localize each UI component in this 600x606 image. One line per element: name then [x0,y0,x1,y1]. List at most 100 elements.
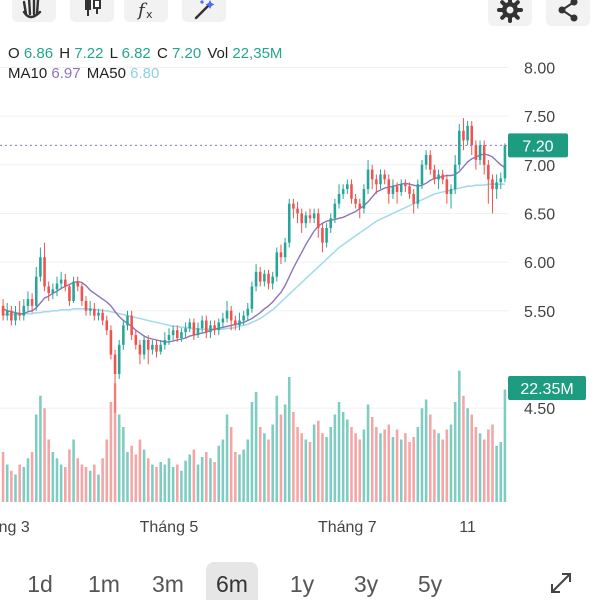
candle-body [246,308,250,316]
magic-tool-button[interactable] [182,0,226,22]
candle [428,150,432,175]
candle [416,179,420,209]
volume-bar [271,424,274,502]
x-tick-label: tháng 3 [0,519,30,536]
candle-body [209,325,212,333]
volume-bar [263,433,266,502]
candle-body [350,184,353,199]
candle-body [155,344,158,352]
candle [171,325,175,340]
candle-body [184,328,187,333]
candle-body [76,281,80,287]
candle [491,174,494,214]
candle [55,276,59,297]
volume-bar [142,449,146,502]
period-tab-1m[interactable]: 1m [88,571,120,597]
candle-body [412,193,415,204]
y-tick-label: 7.00 [524,158,555,175]
candlestick-tool-button[interactable] [70,0,114,22]
period-tab-3m[interactable]: 3m [152,571,184,597]
candle [146,335,150,365]
candle [117,339,121,379]
volume-bar [68,449,71,502]
candle-body [375,179,378,185]
candle [354,193,357,209]
volume-bar [296,427,299,502]
candle-body [1,305,5,316]
volume-bar [362,429,366,502]
candle [5,302,9,321]
volume-bar [1,452,5,502]
grid [0,66,508,409]
expand-button[interactable] [546,568,576,598]
period-tab-1y[interactable]: 1y [289,571,315,597]
candle [250,281,254,313]
ma50-label: MA50 [86,65,126,82]
volume-bar [275,395,279,502]
candle [399,179,403,196]
candle-body [130,315,133,336]
candle-body [163,339,167,345]
candle [217,318,221,336]
volume-bar [180,470,183,502]
volume-bar [321,433,324,502]
high-value: 7.22 [74,45,104,62]
period-tab-5y[interactable]: 5y [417,571,443,597]
candle-body [321,228,324,243]
candle-body [105,320,109,331]
candle-body [117,344,121,375]
candle-body [271,276,274,284]
volume-bar [229,427,233,502]
period-tab-6m[interactable]: 6m [206,562,258,600]
candle-body [134,335,138,345]
volume-bar [317,420,320,502]
candle [458,123,461,170]
volume-bar [122,427,125,502]
ma10-label: MA10 [8,65,48,82]
candle-body [263,273,266,282]
candle-body [395,186,399,193]
candle [109,325,113,360]
candle-body [93,308,96,316]
magic-wand-icon [194,0,215,20]
volume-bar [51,452,55,502]
candle [159,339,162,355]
settings-button[interactable] [488,0,532,26]
volume-bar [453,402,457,502]
chart[interactable]: 8.00 7.50 7.00 6.50 6.00 5.50 4.50 tháng 3 Thán… [0,0,600,560]
period-tab-3y[interactable]: 3y [353,571,379,597]
candle [246,302,250,321]
volume-badge-text: 22.35M [520,381,573,398]
volume-bar [234,452,237,502]
period-tab-1d[interactable]: 1d [27,571,53,597]
volume-bar [88,470,92,502]
volume-bar [59,464,63,502]
candle [350,179,353,204]
candle-body [221,318,225,323]
ma-row: MA10 6.97 MA50 6.80 [8,64,284,84]
candle-body [362,189,366,209]
candle [279,244,283,265]
function-tool-button[interactable]: f x [124,0,168,22]
share-button[interactable] [546,0,590,26]
volume-bar [346,419,349,502]
volume-bar [146,458,150,502]
candle [72,276,75,303]
candle-body [159,344,162,352]
y-tick-label: 5.50 [524,304,555,321]
ma50-line-group [3,183,505,330]
candle [329,213,333,233]
candle [441,169,444,185]
hand-tool-button[interactable] [12,0,56,22]
candle [333,198,337,224]
candle-body [491,179,494,190]
candle-body [275,252,279,277]
candle-body [213,325,216,331]
candle [221,312,225,329]
volume-label: Vol [207,45,229,62]
ma10-line [2,153,506,343]
volume-bar [47,439,50,502]
volume-bar [491,424,494,502]
candle [184,322,187,339]
candle-body [97,312,100,316]
